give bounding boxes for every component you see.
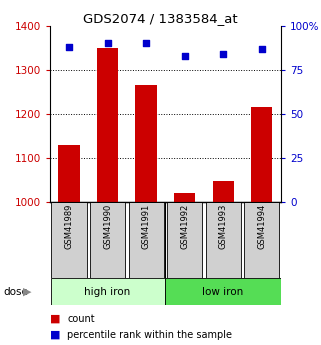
Point	[259, 46, 264, 51]
Bar	[51, 202, 87, 278]
Point	[221, 51, 226, 57]
Text: GSM41989: GSM41989	[65, 204, 74, 249]
Text: GSM41992: GSM41992	[180, 204, 189, 249]
Bar	[128, 202, 164, 278]
Bar	[213, 181, 234, 202]
Text: ■: ■	[50, 330, 60, 339]
Text: ■: ■	[50, 314, 60, 324]
Text: GSM41990: GSM41990	[103, 204, 112, 249]
Text: GSM41993: GSM41993	[219, 204, 228, 249]
Bar	[135, 85, 157, 202]
Bar	[97, 48, 118, 202]
Point	[143, 41, 149, 46]
Text: count: count	[67, 314, 95, 324]
Point	[66, 44, 72, 50]
Text: low iron: low iron	[203, 287, 244, 296]
Point	[105, 41, 110, 46]
Bar	[244, 202, 279, 278]
Text: percentile rank within the sample: percentile rank within the sample	[67, 330, 232, 339]
Bar	[58, 145, 80, 202]
Text: ▶: ▶	[23, 287, 31, 296]
Bar	[90, 202, 125, 278]
Bar	[51, 278, 165, 305]
Text: GDS2074 / 1383584_at: GDS2074 / 1383584_at	[83, 12, 238, 25]
Bar	[174, 193, 195, 202]
Text: high iron: high iron	[84, 287, 131, 296]
Text: dose: dose	[3, 287, 28, 296]
Bar	[251, 107, 272, 202]
Bar	[205, 202, 241, 278]
Text: GSM41991: GSM41991	[142, 204, 151, 249]
Bar	[165, 278, 281, 305]
Text: GSM41994: GSM41994	[257, 204, 266, 249]
Point	[182, 53, 187, 59]
Bar	[167, 202, 202, 278]
